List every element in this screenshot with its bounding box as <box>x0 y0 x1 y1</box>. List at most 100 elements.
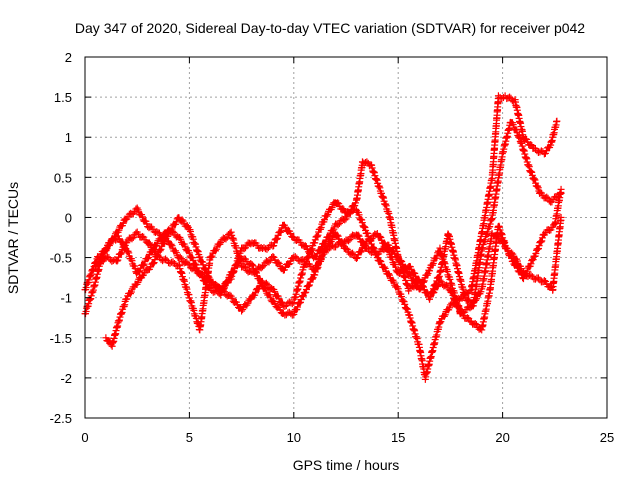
data-point-marker <box>288 300 296 308</box>
data-point-marker <box>252 289 260 297</box>
data-point-marker <box>428 288 436 296</box>
data-point-marker <box>377 258 385 266</box>
data-point-marker <box>273 235 281 243</box>
data-point-marker <box>376 257 384 265</box>
data-point-marker <box>390 278 398 286</box>
data-point-marker <box>199 261 207 269</box>
data-point-marker <box>406 270 414 278</box>
data-point-marker <box>513 128 521 136</box>
data-point-marker <box>195 267 203 275</box>
data-point-marker <box>420 278 428 286</box>
data-point-marker <box>208 252 216 260</box>
data-point-marker <box>367 249 375 257</box>
data-point-marker <box>509 121 517 129</box>
data-point-marker <box>426 267 434 275</box>
data-point-marker <box>124 247 132 255</box>
data-point-marker <box>392 263 400 271</box>
data-point-marker <box>181 242 189 250</box>
data-point-marker <box>339 205 347 213</box>
data-point-marker <box>290 253 298 261</box>
data-point-marker <box>535 242 543 250</box>
data-point-marker <box>140 260 148 268</box>
data-point-marker <box>324 210 332 218</box>
data-point-marker <box>251 269 259 277</box>
data-point-marker <box>334 221 342 229</box>
data-point-marker <box>403 304 411 312</box>
data-point-marker <box>134 206 142 214</box>
data-point-marker <box>157 245 165 253</box>
data-point-marker <box>139 261 147 269</box>
data-point-marker <box>329 227 337 235</box>
data-point-marker <box>435 274 443 282</box>
data-point-marker <box>288 311 296 319</box>
data-point-marker <box>146 240 154 248</box>
data-point-marker <box>355 232 363 240</box>
y-tick-label: 2 <box>65 50 72 65</box>
x-tick-label: 20 <box>495 430 509 445</box>
data-point-marker <box>336 239 344 247</box>
data-point-marker <box>527 141 535 149</box>
data-point-marker <box>240 245 248 253</box>
data-point-marker <box>342 244 350 252</box>
data-point-marker <box>273 234 281 242</box>
data-point-marker <box>420 277 428 285</box>
data-point-marker <box>154 252 162 260</box>
data-point-marker <box>334 232 342 240</box>
data-point-marker <box>311 239 319 247</box>
data-point-marker <box>320 216 328 224</box>
data-point-marker <box>325 233 333 241</box>
data-point-marker <box>307 247 315 255</box>
y-tick-label: 0 <box>65 210 72 225</box>
data-point-marker <box>158 233 166 241</box>
data-point-marker <box>411 278 419 286</box>
axis-ticks <box>84 56 608 419</box>
data-point-marker <box>290 310 298 318</box>
data-point-marker <box>473 295 480 303</box>
data-point-marker <box>359 238 367 246</box>
data-point-marker <box>471 319 479 327</box>
data-point-marker <box>320 240 328 248</box>
data-point-marker <box>160 256 168 264</box>
data-point-marker <box>128 257 136 265</box>
series-trace-d <box>91 185 565 334</box>
data-point-marker <box>529 256 537 264</box>
data-point-marker <box>402 264 410 272</box>
data-point-marker <box>212 247 219 255</box>
data-point-marker <box>349 249 357 257</box>
x-tick-label: 5 <box>186 430 193 445</box>
data-point-marker <box>162 255 170 263</box>
data-point-marker <box>528 257 536 265</box>
data-point-marker <box>256 276 264 284</box>
data-point-marker <box>323 212 331 220</box>
data-point-marker <box>145 253 153 261</box>
data-point-marker <box>287 310 295 318</box>
data-point-marker <box>103 253 111 261</box>
data-point-marker <box>284 309 292 317</box>
data-point-marker <box>263 245 271 253</box>
data-point-marker <box>144 255 152 263</box>
data-point-marker <box>509 257 517 265</box>
data-point-marker <box>528 168 536 176</box>
data-point-marker <box>112 236 120 244</box>
data-point-marker <box>515 133 523 141</box>
data-point-marker <box>265 258 273 266</box>
data-point-marker <box>305 281 313 289</box>
data-point-marker <box>301 242 309 250</box>
data-point-marker <box>534 245 542 253</box>
x-tick-label: 0 <box>81 430 88 445</box>
data-point-marker <box>161 238 169 246</box>
data-point-marker <box>431 281 439 289</box>
data-point-marker <box>145 239 153 247</box>
x-axis-label: GPS time / hours <box>293 457 400 473</box>
data-point-marker <box>185 249 193 257</box>
data-point-marker <box>240 262 248 270</box>
x-tick-label: 10 <box>287 430 301 445</box>
data-point-marker <box>291 253 299 261</box>
data-point-marker <box>504 247 512 255</box>
data-point-marker <box>377 234 385 242</box>
data-point-marker <box>441 311 449 319</box>
data-point-marker <box>189 256 197 264</box>
data-point-marker <box>401 300 409 308</box>
data-point-marker <box>527 168 535 176</box>
y-axis-label: SDTVAR / TECUs <box>5 182 21 294</box>
